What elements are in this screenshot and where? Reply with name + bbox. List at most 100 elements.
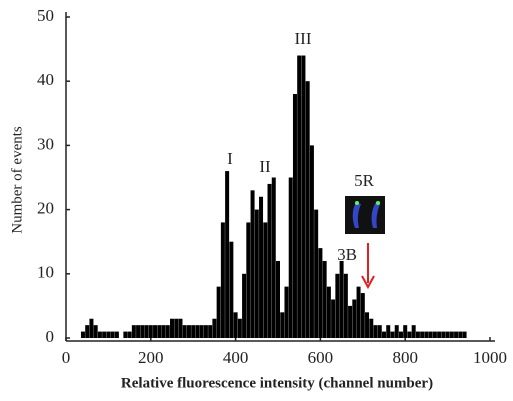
bar bbox=[144, 325, 149, 338]
bar bbox=[242, 273, 247, 338]
bar bbox=[331, 299, 336, 338]
bar bbox=[225, 171, 230, 338]
chromosome bbox=[352, 202, 361, 228]
bar bbox=[263, 222, 268, 338]
bar bbox=[428, 331, 433, 338]
bar bbox=[292, 94, 297, 338]
annotation: I bbox=[227, 149, 233, 168]
bar bbox=[458, 331, 463, 338]
bar bbox=[102, 331, 107, 338]
bar bbox=[339, 260, 344, 338]
y-tick-label: 50 bbox=[37, 6, 54, 25]
bar bbox=[208, 325, 213, 338]
bar bbox=[398, 331, 403, 338]
bar bbox=[85, 325, 90, 338]
bar bbox=[314, 209, 319, 338]
bar bbox=[267, 183, 272, 338]
bar bbox=[318, 248, 323, 338]
bar bbox=[233, 312, 238, 338]
arrow-head bbox=[361, 275, 375, 290]
bar bbox=[407, 331, 412, 338]
bar bbox=[246, 222, 251, 338]
x-axis-label: Relative fluorescence intensity (channel… bbox=[121, 375, 433, 391]
annotation: 3B bbox=[337, 245, 357, 264]
bar bbox=[165, 325, 170, 338]
bar bbox=[250, 190, 255, 338]
bar bbox=[301, 55, 306, 339]
bar bbox=[352, 299, 357, 338]
bar bbox=[237, 318, 242, 338]
bar bbox=[284, 286, 289, 338]
y-tick-label: 10 bbox=[37, 263, 54, 282]
chromosome bbox=[371, 202, 380, 228]
signal bbox=[376, 201, 380, 205]
bar bbox=[271, 177, 276, 338]
bar bbox=[343, 273, 348, 338]
bar bbox=[326, 286, 331, 338]
bar bbox=[153, 325, 158, 338]
bar bbox=[178, 318, 183, 338]
signal bbox=[355, 201, 359, 205]
bar bbox=[415, 331, 420, 338]
bar bbox=[322, 260, 327, 338]
bar bbox=[288, 177, 293, 338]
bar bbox=[276, 260, 280, 338]
bar bbox=[182, 325, 187, 338]
bar bbox=[106, 331, 111, 338]
x-tick-label: 600 bbox=[308, 348, 334, 367]
bar bbox=[136, 325, 141, 338]
bar bbox=[356, 286, 361, 338]
y-tick-label: 0 bbox=[46, 327, 55, 346]
bar bbox=[80, 331, 85, 338]
bar bbox=[161, 325, 166, 338]
bar bbox=[127, 331, 132, 338]
bar bbox=[348, 305, 353, 338]
bar bbox=[259, 196, 264, 338]
bar bbox=[309, 145, 314, 338]
bar bbox=[365, 312, 370, 338]
arrow bbox=[361, 243, 375, 290]
bar bbox=[148, 325, 153, 338]
bar bbox=[170, 318, 174, 338]
bar bbox=[394, 325, 399, 338]
bar bbox=[305, 81, 310, 338]
y-tick-label: 30 bbox=[37, 134, 54, 153]
bar bbox=[386, 325, 391, 338]
y-tick-label: 40 bbox=[37, 70, 54, 89]
bar bbox=[360, 293, 365, 338]
bar bbox=[123, 331, 128, 338]
bar bbox=[411, 325, 416, 338]
annotation: 5R bbox=[354, 171, 375, 190]
annotation: III bbox=[295, 29, 312, 48]
bar bbox=[140, 325, 145, 338]
bar bbox=[89, 318, 94, 338]
bar bbox=[186, 325, 191, 338]
x-tick-label: 0 bbox=[62, 348, 71, 367]
bar bbox=[445, 331, 450, 338]
bar bbox=[97, 331, 102, 338]
bar bbox=[377, 325, 382, 338]
bar bbox=[462, 331, 467, 338]
bar bbox=[373, 325, 378, 338]
bar bbox=[297, 55, 302, 339]
bar bbox=[403, 325, 408, 338]
x-tick-label: 1000 bbox=[473, 348, 507, 367]
bar bbox=[131, 325, 136, 338]
bar bbox=[216, 286, 221, 338]
annotation: II bbox=[259, 157, 271, 176]
bar bbox=[191, 325, 196, 338]
y-axis-label: Number of events bbox=[9, 126, 25, 234]
bar bbox=[114, 331, 119, 338]
bar bbox=[220, 222, 225, 338]
y-tick-label: 20 bbox=[37, 199, 54, 218]
bar bbox=[199, 325, 204, 338]
x-tick-label: 400 bbox=[223, 348, 249, 367]
bar bbox=[432, 331, 437, 338]
bar bbox=[174, 318, 179, 338]
bar bbox=[424, 331, 429, 338]
bar bbox=[195, 325, 200, 338]
bar bbox=[420, 331, 425, 338]
karyotype-inset bbox=[345, 196, 385, 234]
